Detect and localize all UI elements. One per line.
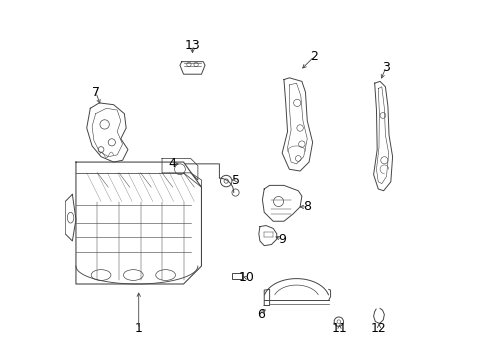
Text: 10: 10: [238, 271, 254, 284]
Text: 6: 6: [256, 308, 264, 321]
Text: 11: 11: [331, 322, 346, 335]
Text: 4: 4: [168, 157, 176, 170]
Text: 3: 3: [382, 60, 389, 73]
Text: 9: 9: [278, 233, 285, 246]
Bar: [231, 273, 242, 279]
Text: 1: 1: [135, 322, 142, 335]
Text: 12: 12: [370, 322, 386, 335]
Text: 7: 7: [91, 86, 100, 99]
Text: 2: 2: [310, 50, 318, 63]
Text: 5: 5: [231, 174, 239, 186]
Text: 13: 13: [184, 39, 200, 52]
Text: 8: 8: [303, 201, 311, 213]
